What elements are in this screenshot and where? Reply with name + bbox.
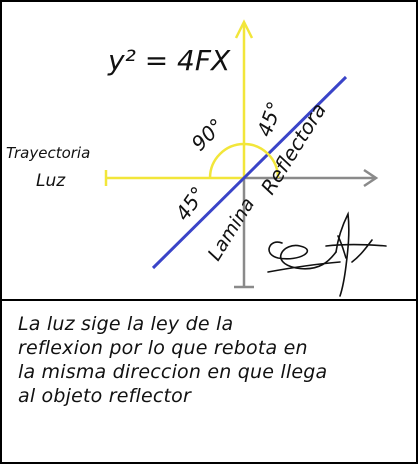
signature-graphic xyxy=(267,211,387,297)
note-line-2: reflexion por lo que rebota en xyxy=(18,337,308,359)
trajectory-label-line1: Trayectoria xyxy=(6,144,90,162)
note-line-3: la misma direccion en que llega xyxy=(18,361,328,383)
lamina-label: Lamina xyxy=(204,194,260,265)
note-line-4: al objeto reflector xyxy=(18,385,192,407)
equation-label: y² = 4FX xyxy=(107,44,231,77)
reflector-line xyxy=(151,75,348,270)
angle-label-45-upper: 45° xyxy=(252,98,287,140)
trajectory-label-line2: Luz xyxy=(36,171,66,191)
y-axis-arrowhead xyxy=(234,19,254,39)
note-line-1: La luz sige la ley de la xyxy=(18,313,234,335)
angle-arc xyxy=(208,142,280,179)
angle-label-90: 90° xyxy=(187,113,229,155)
explanation-note: La luz sige la ley de la reflexion por l… xyxy=(18,312,410,408)
x-axis-arrowhead xyxy=(363,168,379,188)
